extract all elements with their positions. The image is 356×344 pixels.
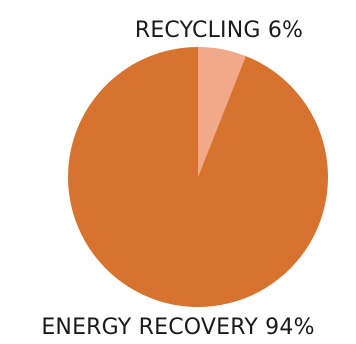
pie-slice-energy-recovery — [67, 47, 328, 307]
slice-label-recycling: RECYCLING 6% — [135, 18, 303, 43]
pie-slice-recycling — [198, 47, 246, 177]
slice-label-energy-recovery: ENERGY RECOVERY 94% — [41, 315, 314, 340]
pie-slices — [67, 47, 328, 307]
